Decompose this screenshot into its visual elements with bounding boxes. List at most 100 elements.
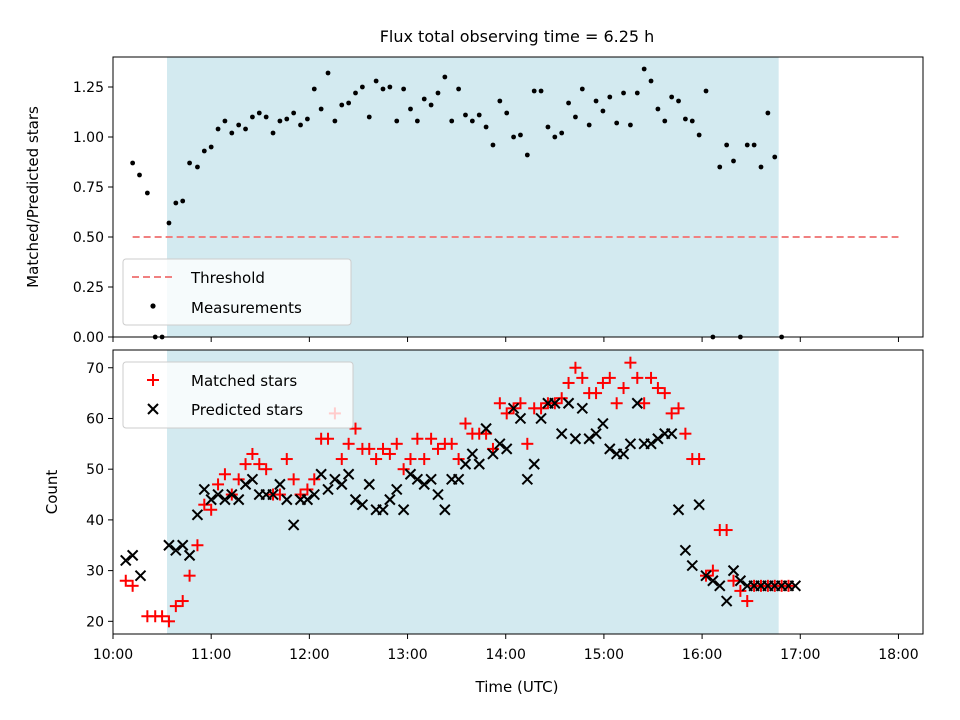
predicted-star-point bbox=[315, 468, 327, 480]
measurement-point bbox=[243, 126, 248, 132]
measurement-point bbox=[490, 142, 496, 148]
predicted-star-point bbox=[617, 448, 630, 460]
counts-legend-box bbox=[122, 361, 354, 429]
measurement-point bbox=[318, 106, 324, 112]
matched-star-point bbox=[521, 437, 534, 450]
predicted-star-point bbox=[329, 473, 341, 486]
predicted-star-point bbox=[459, 458, 472, 470]
matched-star-point bbox=[638, 397, 651, 410]
predicted-star-point bbox=[514, 412, 527, 425]
predicted-star-point bbox=[590, 427, 602, 440]
measurement-point bbox=[284, 116, 290, 122]
measurement-point bbox=[676, 98, 681, 104]
counts-panel-frame bbox=[112, 349, 924, 635]
predicted-star-point bbox=[356, 498, 369, 511]
predicted-star-point bbox=[377, 504, 389, 516]
predicted-star-point bbox=[391, 483, 403, 496]
predicted-star-point bbox=[363, 478, 375, 491]
measurement-point bbox=[628, 122, 633, 128]
measurement-point bbox=[552, 134, 558, 140]
matched-star-point bbox=[576, 371, 589, 384]
time-x-tick-label: 13:00 bbox=[387, 647, 427, 663]
matched-star-point bbox=[232, 473, 245, 486]
measurement-point bbox=[263, 114, 269, 120]
predicted-star-point bbox=[336, 478, 348, 491]
measurement-point bbox=[469, 118, 475, 124]
matched-star-point bbox=[734, 584, 747, 597]
matched-star-point bbox=[335, 453, 348, 466]
matched-star-point bbox=[239, 458, 252, 471]
measurement-point bbox=[662, 118, 668, 124]
measurement-point bbox=[339, 102, 345, 108]
measurement-point bbox=[229, 130, 235, 136]
matched-star-point bbox=[425, 432, 438, 445]
matched-star-point bbox=[273, 488, 286, 501]
matched-star-point bbox=[212, 478, 225, 491]
predicted-star-point bbox=[535, 412, 547, 425]
predicted-star-point bbox=[177, 539, 189, 551]
measurement-point bbox=[586, 122, 592, 128]
predicted-star-point bbox=[232, 493, 245, 506]
predicted-star-point bbox=[473, 458, 485, 470]
measurement-point bbox=[173, 200, 179, 206]
measurement-point bbox=[414, 118, 420, 124]
predicted-star-point bbox=[652, 433, 664, 445]
predicted-star-point bbox=[727, 564, 740, 577]
predicted-star-point bbox=[466, 448, 479, 460]
measurement-point bbox=[772, 154, 778, 160]
matched-star-point bbox=[658, 387, 671, 400]
legend-label-matched: Matched stars bbox=[191, 372, 297, 390]
matched-star-point bbox=[514, 397, 527, 410]
measurement-point bbox=[236, 122, 242, 128]
time-x-tick-label: 15:00 bbox=[584, 647, 624, 663]
matched-star-point bbox=[397, 463, 410, 476]
count-y-tick-label: 40 bbox=[86, 513, 104, 529]
predicted-star-point bbox=[583, 433, 595, 445]
predicted-star-point bbox=[418, 478, 430, 491]
measurement-point bbox=[504, 110, 510, 116]
measurement-point bbox=[442, 74, 448, 80]
time-x-tick-label: 10:00 bbox=[93, 647, 133, 663]
measurement-point bbox=[380, 86, 386, 92]
matched-star-point bbox=[665, 407, 678, 420]
predicted-star-point bbox=[576, 402, 589, 415]
count-y-tick-label: 20 bbox=[86, 614, 104, 630]
measurement-point bbox=[353, 90, 358, 96]
ratio-legend: Threshold Measurements bbox=[122, 258, 352, 326]
measurement-point bbox=[593, 98, 599, 104]
predicted-star-point bbox=[274, 478, 286, 491]
measurement-point bbox=[463, 112, 468, 118]
counts-axes: 20 30 40 50 60 70 10:00 11:00 12:00 13:00 14:00 15:… bbox=[86, 361, 918, 663]
measurement-point bbox=[408, 106, 413, 112]
predicted-star-point bbox=[301, 493, 314, 506]
predicted-star-point bbox=[411, 473, 424, 486]
matched-star-point bbox=[363, 442, 376, 455]
predicted-star-point bbox=[679, 544, 692, 557]
measurement-point bbox=[566, 100, 571, 106]
matched-star-point bbox=[169, 600, 182, 613]
measurement-point bbox=[449, 118, 455, 124]
predicted-star-point bbox=[322, 483, 334, 496]
measurement-point bbox=[359, 84, 365, 90]
matched-star-point bbox=[562, 376, 575, 389]
predicted-star-point bbox=[219, 493, 231, 506]
matched-star-point bbox=[624, 356, 637, 369]
matched-legend-swatch bbox=[147, 374, 159, 386]
measurement-point bbox=[655, 106, 661, 112]
measurement-point bbox=[538, 88, 544, 94]
legend-label-threshold: Threshold bbox=[190, 269, 265, 287]
matched-star-point bbox=[411, 432, 424, 445]
measurement-point bbox=[222, 118, 228, 124]
predicted-star-point bbox=[789, 580, 802, 592]
predicted-legend-swatch bbox=[147, 403, 159, 415]
matched-star-point bbox=[672, 402, 685, 415]
measurement-point bbox=[765, 110, 771, 116]
matched-star-point bbox=[191, 539, 204, 552]
matched-star-point bbox=[693, 453, 706, 466]
counts-panel: 20 30 40 50 60 70 10:00 11:00 12:00 13:00 14:00 15:… bbox=[43, 349, 924, 696]
predicted-star-point bbox=[480, 422, 492, 435]
measurement-point bbox=[373, 78, 379, 84]
predicted-star-point bbox=[487, 448, 499, 460]
measurement-point bbox=[325, 70, 331, 76]
matched-star-point bbox=[205, 503, 218, 516]
